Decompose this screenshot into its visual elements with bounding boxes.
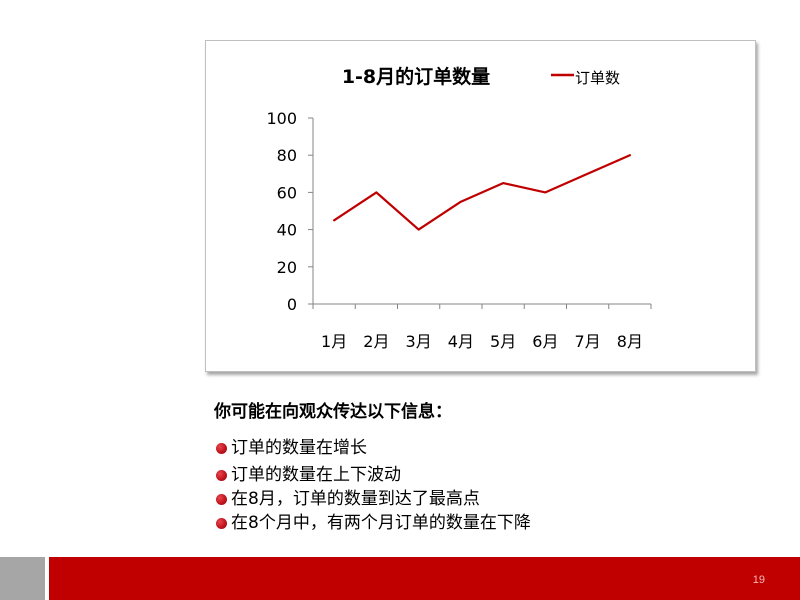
footer-red-band [49, 557, 800, 600]
series-layer [333, 154, 631, 231]
axes [308, 117, 652, 309]
x-tick-label: 3月 [406, 332, 432, 351]
tick-labels: 0 20 40 60 80 100 1月 2月 3月 4月 5月 6月 7月 8月 [266, 109, 643, 351]
bullet-item: 在8个月中，有两个月订单的数量在下降 [214, 511, 734, 535]
x-tick-label: 1月 [321, 332, 347, 351]
bullet-dot-icon [216, 470, 227, 481]
y-tick-label: 100 [266, 109, 297, 128]
y-tick-label: 20 [277, 258, 297, 277]
bullet-text: 订单的数量在上下波动 [231, 465, 401, 485]
bullet-text: 在8个月中，有两个月订单的数量在下降 [231, 513, 531, 533]
bullet-dot-icon [216, 443, 227, 454]
series-line [333, 154, 631, 231]
x-tick-label: 8月 [617, 332, 643, 351]
x-tick-label: 6月 [532, 332, 558, 351]
bullet-text: 订单的数量在增长 [231, 438, 367, 458]
bullet-item: 在8月，订单的数量到达了最高点 [214, 487, 734, 511]
bullet-dot-icon [216, 518, 227, 529]
chart-frame: 1-8月的订单数量 订单数 0 20 40 60 80 100 1月 2月 3月 4月 5月 6月 7月… [205, 40, 756, 372]
bullet-dot-icon [216, 494, 227, 505]
message-title: 你可能在向观众传达以下信息： [214, 402, 452, 422]
y-tick-label: 0 [287, 295, 297, 314]
x-tick-label: 5月 [490, 332, 516, 351]
bullet-text: 在8月，订单的数量到达了最高点 [231, 489, 480, 509]
message-block: 你可能在向观众传达以下信息： 订单的数量在增长 订单的数量在上下波动 在8月，订… [214, 400, 734, 535]
x-tick-label: 4月 [448, 332, 474, 351]
page-number: 19 [752, 574, 765, 586]
chart-title: 1-8月的订单数量 [342, 65, 490, 88]
y-tick-label: 80 [277, 146, 297, 165]
footer-grey-block [0, 557, 45, 600]
x-tick-label: 7月 [575, 332, 601, 351]
y-tick-label: 40 [277, 221, 297, 240]
y-tick-label: 60 [277, 183, 297, 202]
bullet-item: 订单的数量在增长 [214, 436, 734, 460]
x-tick-label: 2月 [363, 332, 389, 351]
bullet-list: 订单的数量在增长 订单的数量在上下波动 在8月，订单的数量到达了最高点 在8个月… [214, 436, 734, 535]
legend-label: 订单数 [575, 69, 620, 87]
line-chart: 1-8月的订单数量 订单数 0 20 40 60 80 100 1月 2月 3月 4月 5月 6月 7月… [266, 65, 652, 351]
bullet-item: 订单的数量在上下波动 [214, 463, 734, 487]
